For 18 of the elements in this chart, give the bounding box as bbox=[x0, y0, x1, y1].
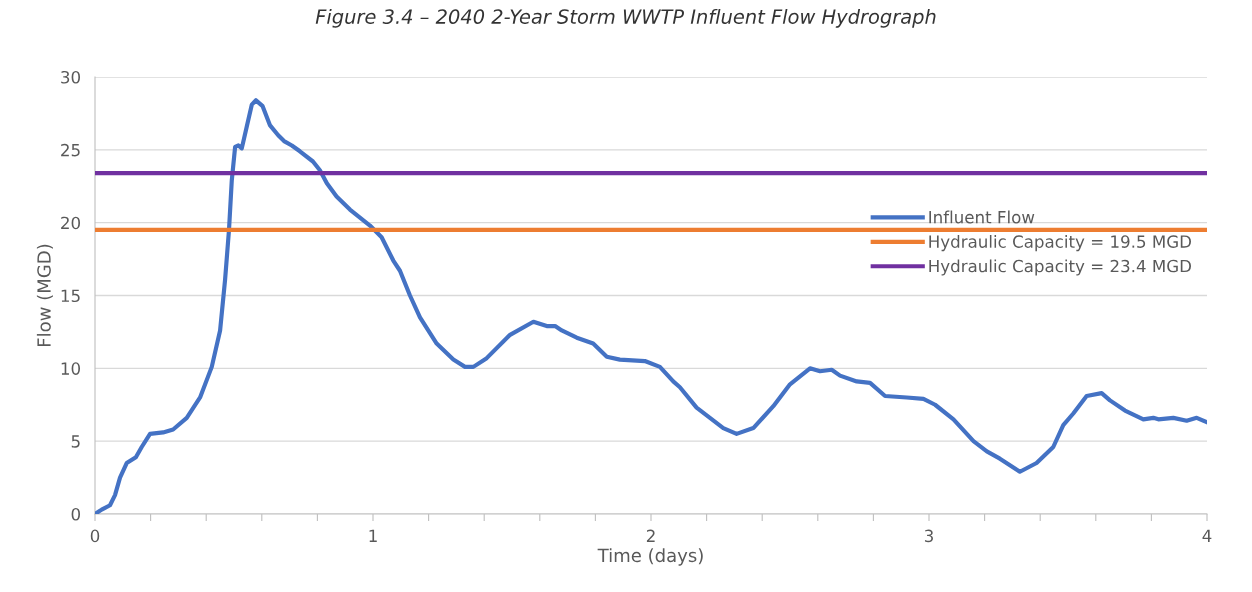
x-tick-label: 1 bbox=[369, 529, 377, 542]
y-tick-label: 30 bbox=[61, 70, 80, 84]
x-tick-label: 0 bbox=[90, 529, 100, 543]
x-tick-label: 4 bbox=[1202, 529, 1212, 542]
y-tick-label: 10 bbox=[61, 362, 80, 375]
legend-label: Influent Flow bbox=[929, 210, 1035, 224]
y-axis-title: Flow (MGD) bbox=[36, 244, 53, 346]
y-tick-label: 0 bbox=[71, 507, 80, 521]
chart-title: Figure 3.4 – 2040 2-Year Storm WWTP Influent Flow Hydrograph bbox=[315, 8, 936, 28]
y-tick-label: 25 bbox=[61, 143, 80, 157]
legend-label: Hydraulic Capacity = 19.5 MGD bbox=[929, 234, 1192, 252]
y-tick-label: 20 bbox=[61, 216, 80, 230]
y-tick-label: 5 bbox=[71, 435, 80, 448]
y-tick-label: 15 bbox=[61, 289, 80, 303]
x-axis-title: Time (days) bbox=[597, 548, 703, 566]
x-tick-label: 3 bbox=[924, 529, 933, 543]
legend-label: Hydraulic Capacity = 23.4 MGD bbox=[929, 259, 1192, 276]
x-tick-label: 2 bbox=[646, 529, 655, 542]
